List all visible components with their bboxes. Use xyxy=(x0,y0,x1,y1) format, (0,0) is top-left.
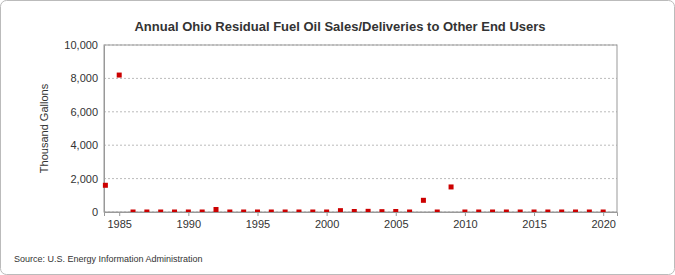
x-tick-label: 2005 xyxy=(384,218,408,230)
data-point xyxy=(241,210,246,213)
data-point xyxy=(545,210,550,213)
x-axis: 1985 1990 1995 2000 2005 2010 2015 2020 xyxy=(105,212,618,230)
plot: 0 2,000 4,000 6,000 8,000 10,000 1985 1990 1995 2… xyxy=(64,39,617,230)
x-tick: 2020 xyxy=(591,212,615,230)
data-point xyxy=(601,210,606,213)
data-point xyxy=(504,210,509,213)
data-point xyxy=(255,210,260,213)
data-point xyxy=(214,207,219,212)
y-tick-label: 8,000 xyxy=(70,72,98,84)
data-point xyxy=(310,210,315,213)
x-tick: 2015 xyxy=(522,212,546,230)
data-point xyxy=(379,209,384,212)
x-tick: 1985 xyxy=(107,212,131,230)
y-tick-label: 10,000 xyxy=(64,39,98,51)
data-point xyxy=(518,210,523,213)
y-tick-label: 2,000 xyxy=(70,173,98,185)
y-tick: 10,000 xyxy=(64,39,104,51)
x-tick-mark xyxy=(188,212,189,216)
source: Source: U.S. Energy Information Administ… xyxy=(14,254,203,264)
data-point xyxy=(172,210,177,213)
y-tick-label: 6,000 xyxy=(70,106,98,118)
data-point xyxy=(462,210,467,213)
plot-frame xyxy=(104,45,617,212)
x-tick-mark xyxy=(534,212,535,216)
data-point xyxy=(200,210,205,213)
grid-line xyxy=(104,78,617,79)
data-point xyxy=(158,210,163,213)
y-tick: 2,000 xyxy=(70,173,104,185)
y-tick: 4,000 xyxy=(70,139,104,151)
x-tick: 2005 xyxy=(384,212,408,230)
x-tick: 1995 xyxy=(246,212,270,230)
plot-background xyxy=(104,45,617,212)
x-tick-mark xyxy=(603,212,604,216)
x-tick-label: 1985 xyxy=(107,218,131,230)
x-tick-mark xyxy=(396,212,397,216)
x-tick-mark xyxy=(327,212,328,216)
y-tick: 8,000 xyxy=(70,72,104,84)
chart: 0 2,000 4,000 6,000 8,000 10,000 1985 1990 1995 2… xyxy=(0,0,675,275)
data-point xyxy=(559,210,564,213)
chart-border xyxy=(1,1,675,275)
x-tick: 1990 xyxy=(177,212,201,230)
data-point xyxy=(407,210,412,213)
data-point xyxy=(435,210,440,213)
data-point xyxy=(532,210,537,213)
y-tick-label: 4,000 xyxy=(70,139,98,151)
x-tick-label: 1990 xyxy=(177,218,201,230)
data-point xyxy=(269,210,274,213)
x-tick: 2010 xyxy=(453,212,477,230)
data-point xyxy=(587,210,592,213)
x-tick-label: 1995 xyxy=(246,218,270,230)
grid-line xyxy=(104,178,617,179)
data-point xyxy=(338,208,343,212)
data-point xyxy=(490,210,495,213)
y-axis-title: Thousand Gallons xyxy=(38,83,50,173)
data-point xyxy=(421,198,426,203)
x-tick-label: 2020 xyxy=(591,218,615,230)
data-point xyxy=(324,210,329,213)
x-tick-mark xyxy=(257,212,258,216)
y-tick: 0 xyxy=(92,206,104,218)
grid xyxy=(104,45,617,212)
data-point xyxy=(283,210,288,213)
data-point xyxy=(227,210,232,213)
y-tick-label: 0 xyxy=(92,206,98,218)
x-tick-mark xyxy=(465,212,466,216)
data-point xyxy=(296,210,301,213)
data-point xyxy=(131,210,136,213)
data-point xyxy=(186,210,191,213)
markers xyxy=(103,73,606,212)
data-point xyxy=(476,210,481,213)
x-tick-label: 2000 xyxy=(315,218,339,230)
x-tick-mark xyxy=(119,212,120,216)
x-tick: 2000 xyxy=(315,212,339,230)
data-point xyxy=(449,184,454,189)
data-point xyxy=(366,209,371,212)
x-tick-label: 2015 xyxy=(522,218,546,230)
data-point xyxy=(103,183,108,188)
data-point xyxy=(144,210,149,213)
x-tick-label: 2010 xyxy=(453,218,477,230)
data-point xyxy=(117,73,122,78)
data-point xyxy=(352,209,357,212)
grid-line xyxy=(104,111,617,112)
y-axis: 0 2,000 4,000 6,000 8,000 10,000 xyxy=(64,39,104,218)
data-point xyxy=(573,210,578,213)
grid-line xyxy=(104,145,617,146)
x-axis-line xyxy=(105,213,618,217)
y-tick: 6,000 xyxy=(70,106,104,118)
data-point xyxy=(393,209,398,212)
title: Annual Ohio Residual Fuel Oil Sales/Deli… xyxy=(134,19,545,34)
